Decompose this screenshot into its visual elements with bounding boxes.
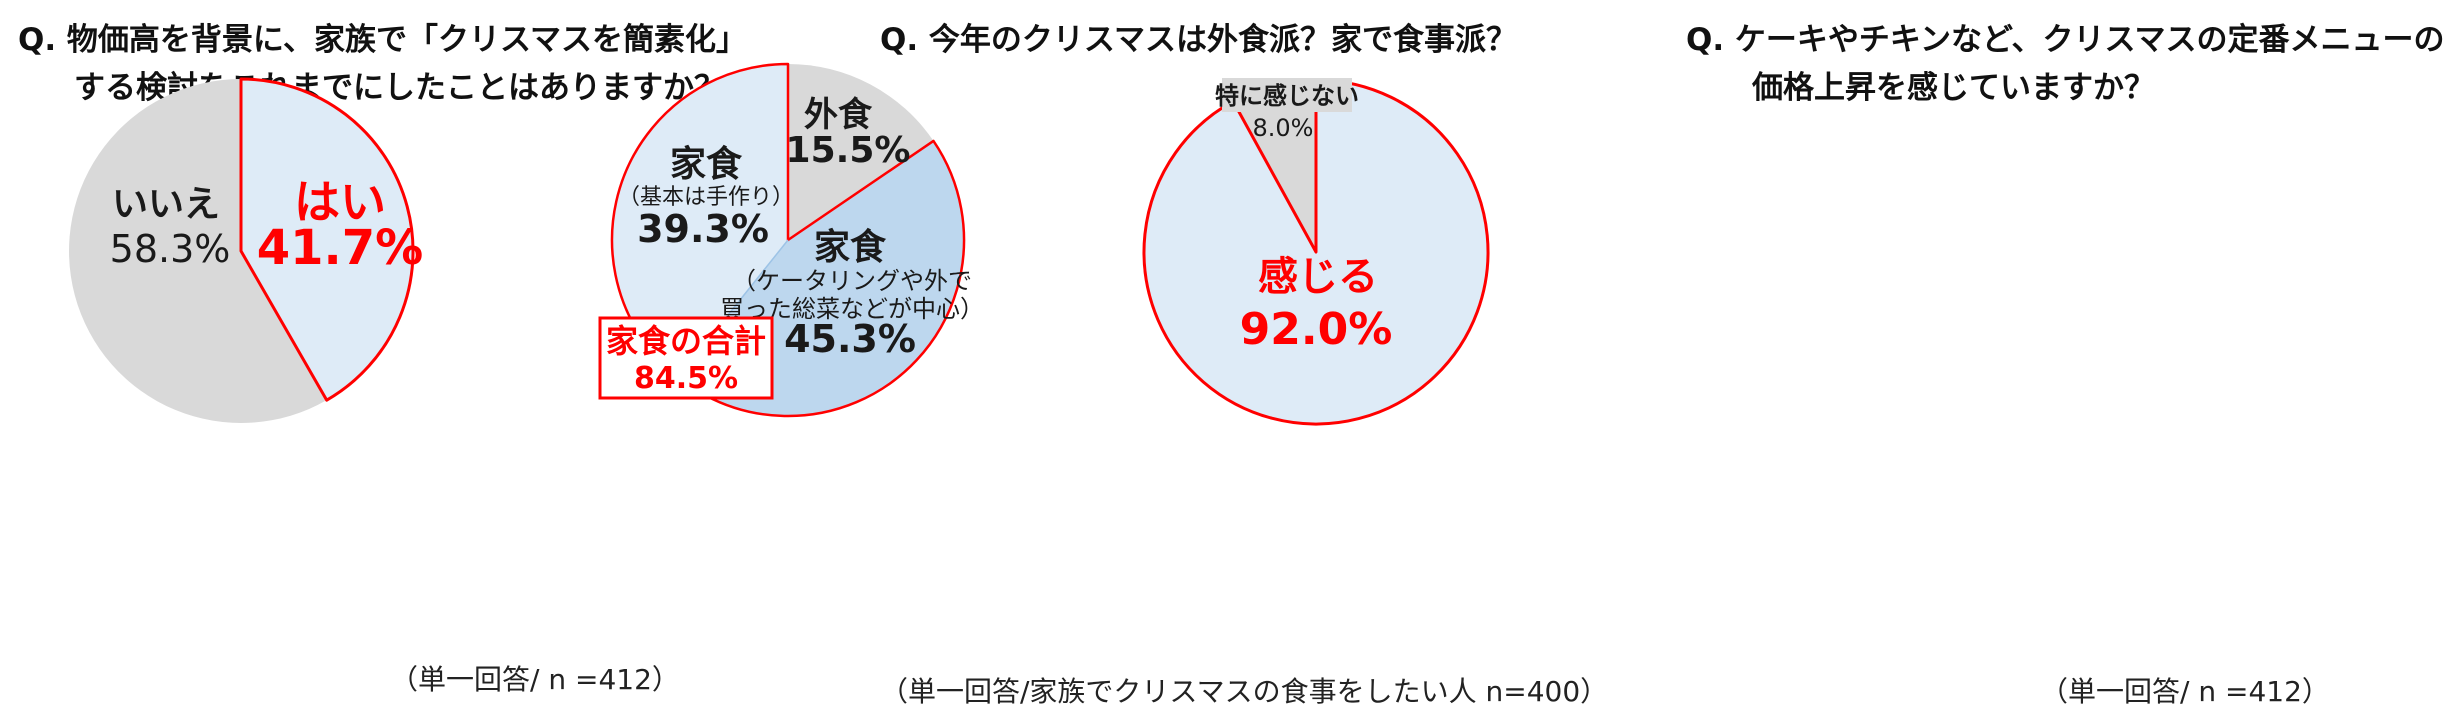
chart-3-slice-1-label: 感じる [1258,254,1378,300]
chart-2-callout-label: 家食の合計 [606,322,766,360]
chart-2-slice-1-value: 15.5% [786,130,911,171]
chart-1-slice-2 [69,79,327,423]
chart-panel-3: Q. ケーキやチキンなど、クリスマスの定番メニューの 価格上昇を感じていますか？… [1142,0,2464,716]
chart-2-slice-3-label: 家食 [670,144,743,185]
chart-2-slice-3 [612,63,788,378]
chart-1-slice-1-value: 41.7% [257,220,424,276]
chart-3-slice-2-label-bg [1222,78,1352,112]
chart-2-callout-value: 84.5% [634,361,738,396]
chart-3-note: （単一回答/ n =412） [2040,675,2330,708]
chart-2-slice-1-label: 外食 [804,95,873,135]
chart-3-slice-1-value: 92.0% [1240,304,1393,355]
chart-3-title-line-2: 価格上昇を感じていますか？ [1752,70,2155,106]
chart-1-note: （単一回答/ n =412） [390,663,680,696]
chart-3-slice-1 [1142,78,1490,426]
chart-2-slice-2-label: 家食 [814,227,887,268]
chart-1-title-line-1: Q. 物価高を背景に、家族で「クリスマスを簡素化」 [18,22,748,58]
chart-3-slice-2-label: 特に感じない [1215,82,1359,110]
chart-3-slice-2-value: 8.0% [1253,114,1314,142]
chart-2-title-line-1: Q. 今年のクリスマスは外食派？家で食事派？ [880,22,1517,58]
chart-1-slice-2-label: いいえ [112,184,220,225]
chart-2-slice-1 [788,64,934,240]
chart-1-slice-1 [239,77,415,402]
chart-panel-2: Q. 今年のクリスマスは外食派？家で食事派？ 外食 15.5% 家食 （基本は手作り）… [598,0,1640,716]
chart-2-slice-3-detail: （基本は手作り） [618,185,794,210]
chart-3-title-line-1: Q. ケーキやチキンなど、クリスマスの定番メニューの [1686,22,2445,58]
chart-2-note: （単一回答/家族でクリスマスの食事をしたい人 n=400） [880,675,1609,708]
chart-2-slice-2-detail-line-1: （ケータリングや外で [732,267,972,295]
chart-1-slice-1-label: はい [294,175,386,229]
chart-panel-1: Q. 物価高を背景に、家族で「クリスマスを簡素化」 する検討をこれまでにしたこと… [0,0,820,716]
chart-2-slice-3-value: 39.3% [637,207,769,251]
chart-2-callout-box [598,316,774,400]
chart-2-slice-2-value: 45.3% [784,317,916,361]
chart-3-slice-2 [1233,80,1316,252]
chart-1-slice-2-value: 58.3% [110,227,231,271]
